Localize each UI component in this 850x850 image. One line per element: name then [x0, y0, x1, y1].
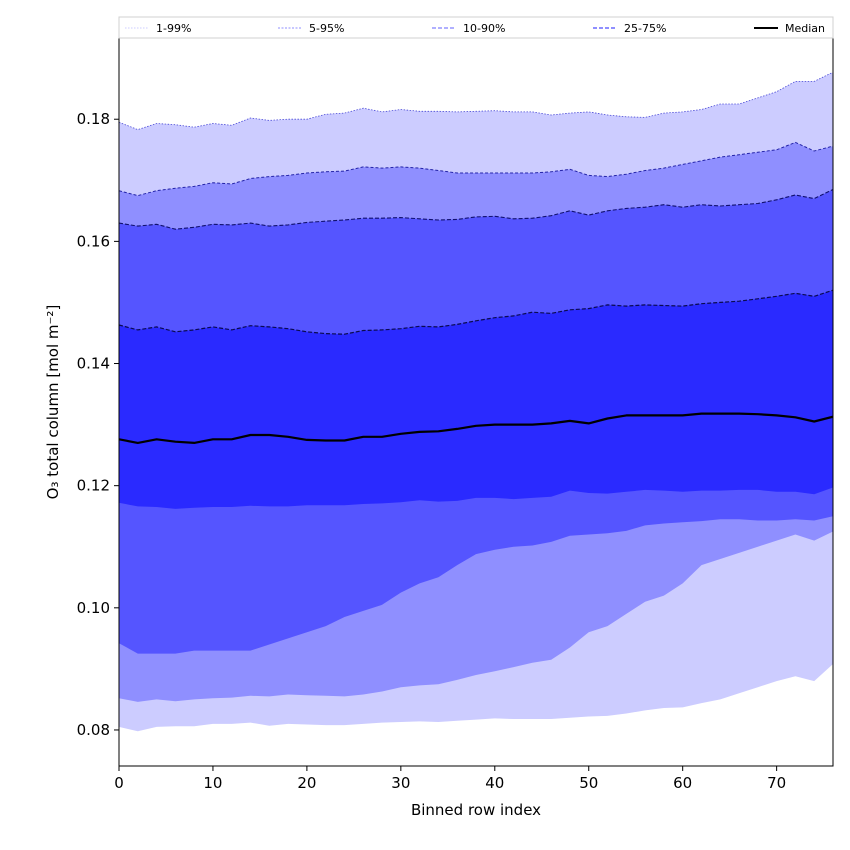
legend-label: 25-75% [624, 22, 666, 35]
band-upper-edge-1-99% [119, 71, 833, 131]
x-tick-label: 20 [297, 774, 316, 792]
legend-label: Median [785, 22, 825, 35]
y-tick-label: 0.14 [77, 355, 110, 373]
legend-item: 5-95% [278, 22, 344, 35]
legend-item: Median [754, 22, 825, 35]
y-tick-label: 0.12 [77, 477, 110, 495]
median-layer [119, 412, 833, 444]
band-25-75% [119, 290, 833, 509]
legend-label: 5-95% [309, 22, 344, 35]
legend-label: 1-99% [156, 22, 191, 35]
x-tick-label: 40 [485, 774, 504, 792]
band-upper-edge-25-75% [119, 289, 833, 335]
y-axis: 0.08 0.10 0.12 0.14 0.16 0.18 [77, 110, 119, 739]
legend-label: 10-90% [463, 22, 505, 35]
y-tick-label: 0.18 [77, 110, 110, 128]
x-tick-label: 30 [391, 774, 410, 792]
x-axis: 0 10 20 30 40 50 60 70 [114, 766, 786, 792]
legend-item: 25-75% [593, 22, 666, 35]
y-tick-label: 0.16 [77, 232, 110, 250]
legend-item: 10-90% [432, 22, 505, 35]
y-tick-label: 0.08 [77, 721, 110, 739]
median-line [119, 412, 833, 444]
y-tick-label: 0.10 [77, 599, 110, 617]
bands-layer [119, 71, 833, 732]
x-axis-label: Binned row index [411, 801, 541, 819]
x-tick-label: 10 [203, 774, 222, 792]
legend-box [118, 16, 834, 39]
band-upper-edge-5-95% [119, 141, 833, 197]
x-tick-label: 60 [673, 774, 692, 792]
band-upper-edge-10-90% [119, 189, 833, 230]
x-tick-label: 70 [767, 774, 786, 792]
x-tick-label: 0 [114, 774, 124, 792]
legend: 1-99% 5-95% 10-90% 25-75% Median [118, 16, 834, 39]
x-tick-label: 50 [579, 774, 598, 792]
y-axis-label: O₃ total column [mol m⁻²] [44, 305, 62, 500]
legend-item: 1-99% [125, 22, 191, 35]
